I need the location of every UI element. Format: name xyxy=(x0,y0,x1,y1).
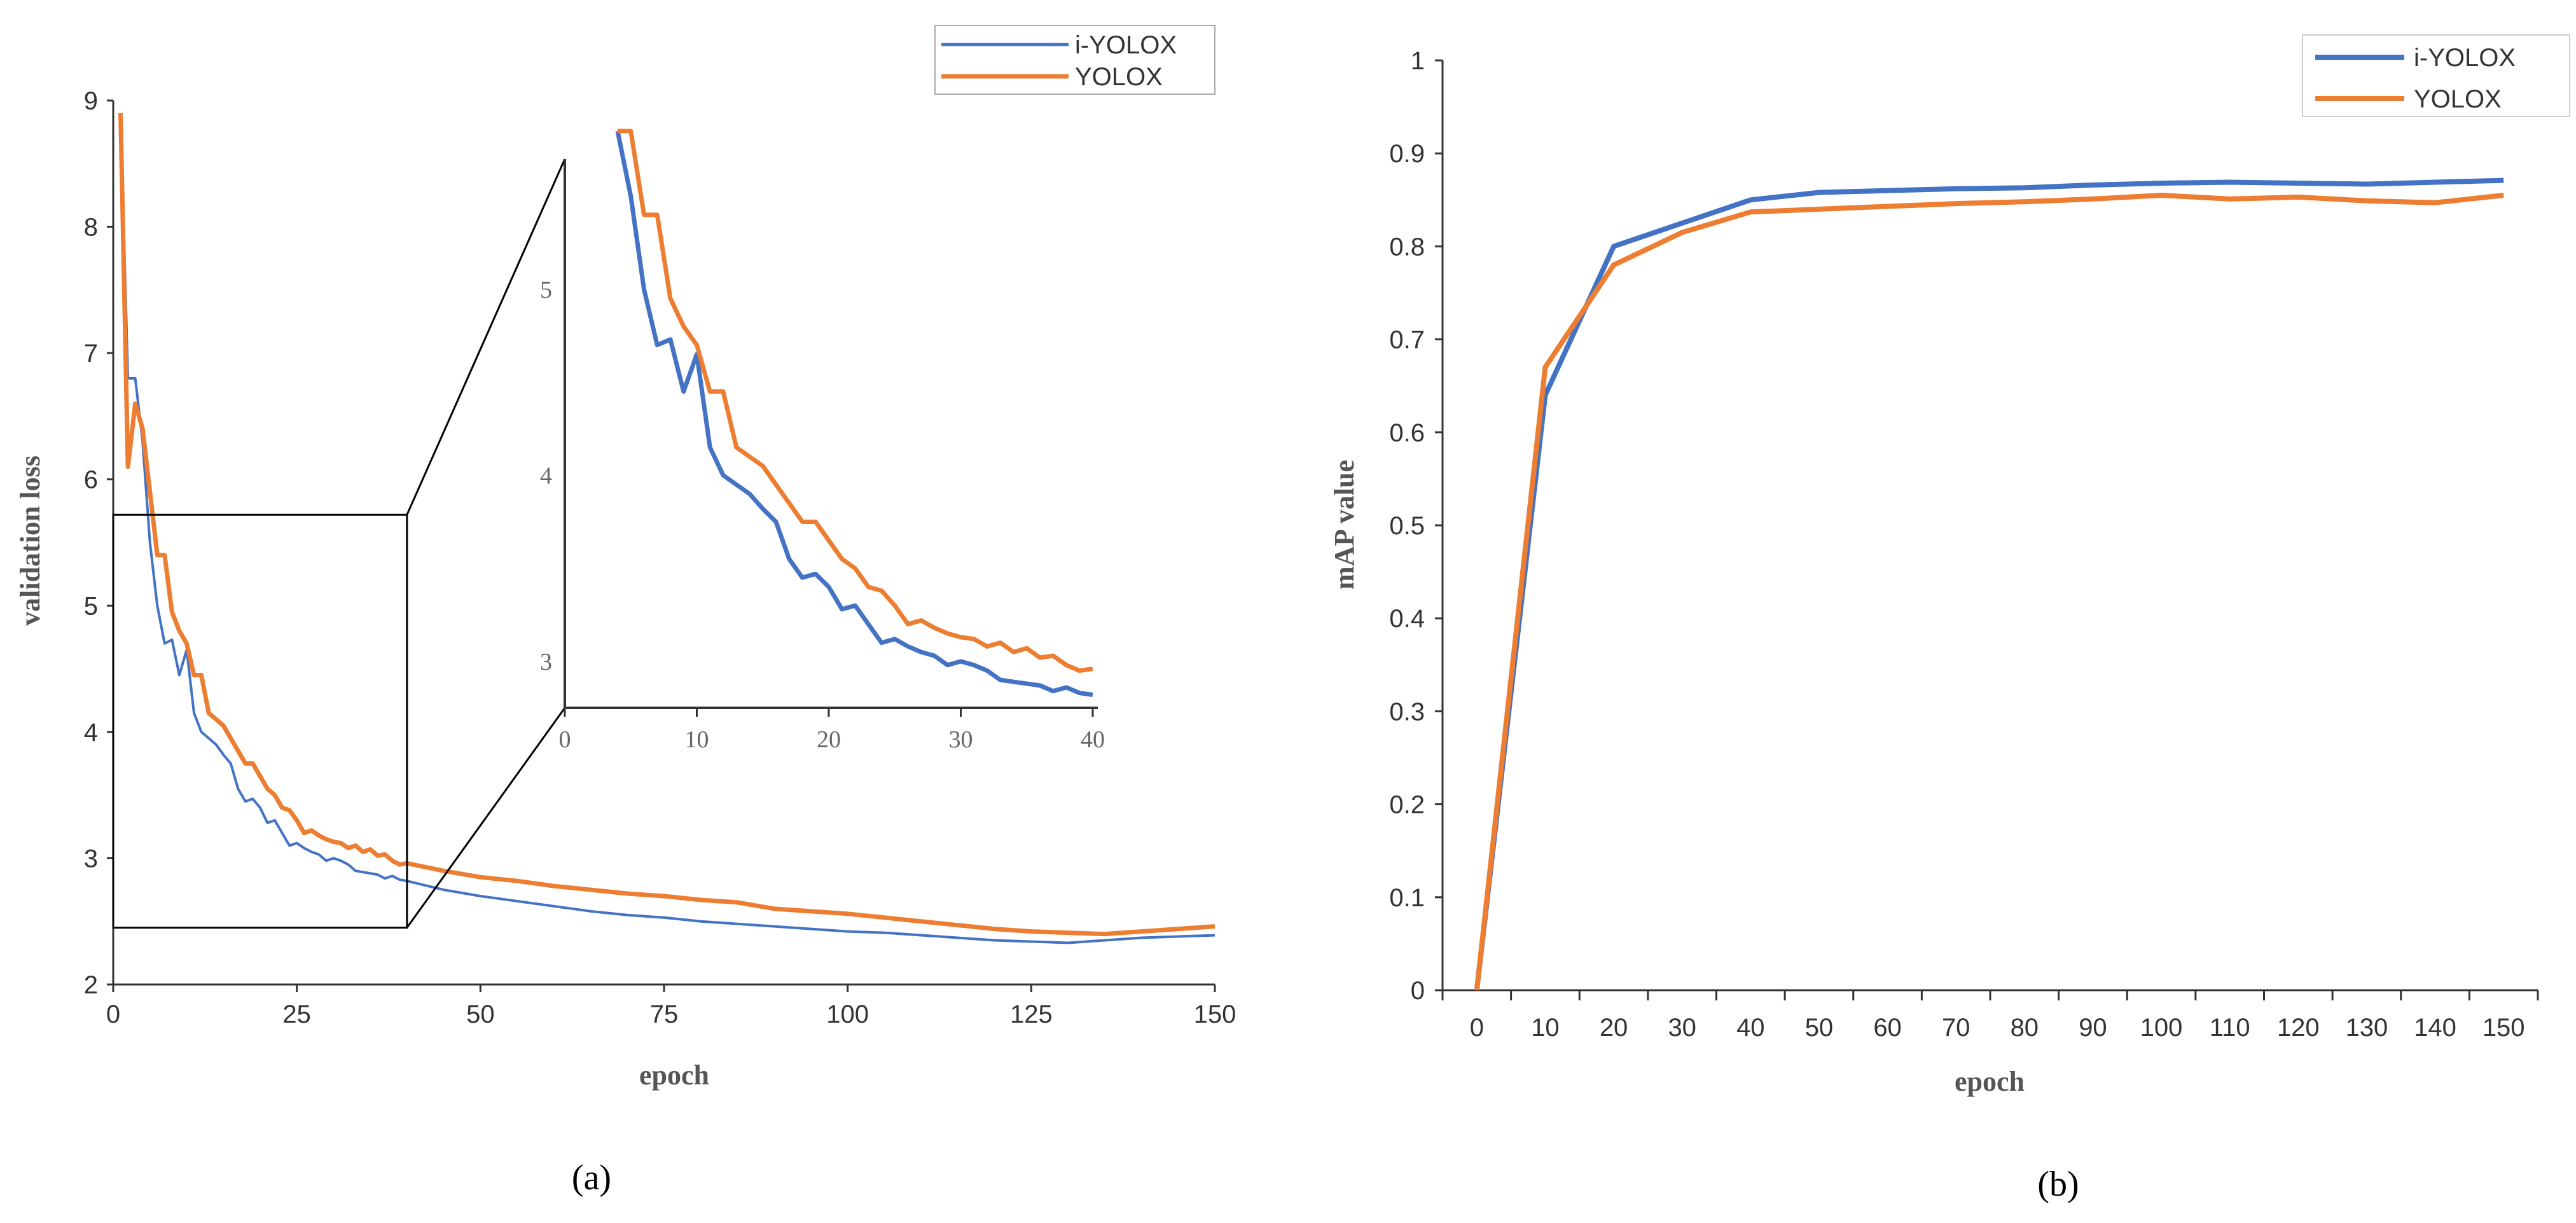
y-tick-label: 6 xyxy=(84,466,98,494)
x-tick-label: 10 xyxy=(1531,1014,1560,1042)
series-line-i-yolox xyxy=(119,113,1215,944)
y-tick-label: 0.6 xyxy=(1389,419,1425,447)
x-tick-label: 0 xyxy=(1470,1014,1484,1042)
x-tick-label: 30 xyxy=(1668,1014,1696,1042)
inset-x-tick-label: 30 xyxy=(949,726,973,753)
panel-b-series-lines xyxy=(1474,177,2504,991)
zoom-region-box xyxy=(112,513,408,929)
legend-label-i-yolox: i-YOLOX xyxy=(2414,44,2516,72)
y-tick-label: 7 xyxy=(84,340,98,368)
x-tick-label: 80 xyxy=(2011,1014,2039,1042)
panel-b-axes: 00.10.20.30.40.50.60.70.80.910 10 20 30 40 50… xyxy=(1389,47,2539,1042)
panel-b-legend: i-YOLOX YOLOX xyxy=(2302,34,2570,117)
inset-y-tick-label: 4 xyxy=(540,462,552,489)
legend-box xyxy=(2302,34,2570,117)
inset-x-tick-label: 40 xyxy=(1081,726,1105,753)
y-tick-label: 0.1 xyxy=(1389,884,1425,912)
y-tick-label: 5 xyxy=(84,592,98,620)
y-tick-label: 0.9 xyxy=(1389,140,1425,168)
x-tick-label: 20 xyxy=(1600,1014,1628,1042)
inset-background xyxy=(566,159,1100,708)
x-tick-label: 125 xyxy=(1010,1000,1053,1028)
y-tick-label: 0.5 xyxy=(1389,512,1425,540)
legend-label-yolox: YOLOX xyxy=(1075,63,1163,91)
x-tick-label: 25 xyxy=(282,1000,311,1028)
y-tick-label: 0.3 xyxy=(1389,698,1425,726)
zoom-connector-top xyxy=(406,158,566,515)
y-tick-label: 3 xyxy=(84,845,98,873)
x-tick-label: 40 xyxy=(1736,1014,1765,1042)
inset-series-line-yolox xyxy=(618,128,1093,673)
x-tick-label: 150 xyxy=(2483,1014,2525,1042)
inset-x-tick-label: 10 xyxy=(685,726,709,753)
legend-label-i-yolox: i-YOLOX xyxy=(1075,31,1177,59)
inset-y-tick-label: 3 xyxy=(540,649,552,675)
y-tick-label: 0.4 xyxy=(1389,605,1425,633)
x-tick-label: 90 xyxy=(2079,1014,2107,1042)
y-tick-label: 0.7 xyxy=(1389,326,1425,354)
legend-box xyxy=(934,25,1215,95)
panel-a-inset-chart: 3 4 5 0 10 20 30 40 xyxy=(540,128,1105,753)
inset-x-tick-label: 20 xyxy=(817,726,841,753)
y-tick-label: 4 xyxy=(84,719,98,747)
y-tick-label: 1 xyxy=(1411,47,1425,75)
panel-a-series-lines xyxy=(118,113,1215,944)
x-tick-label: 120 xyxy=(2277,1014,2320,1042)
y-tick-label: 9 xyxy=(84,87,98,115)
x-tick-label: 60 xyxy=(1873,1014,1902,1042)
y-tick-label: 0.8 xyxy=(1389,233,1425,261)
x-tick-label: 130 xyxy=(2346,1014,2388,1042)
panel-b-map-chart: 00.10.20.30.40.50.60.70.80.910 10 20 30 40 50… xyxy=(1329,34,2570,1204)
inset-x-tick-label: 0 xyxy=(559,726,571,753)
inset-y-tick-label: 5 xyxy=(540,277,552,303)
x-tick-label: 50 xyxy=(1805,1014,1834,1042)
x-axis-title: epoch xyxy=(639,1060,709,1091)
caption-b: (b) xyxy=(2037,1164,2079,1204)
panel-a-zoom-box xyxy=(112,158,566,929)
y-tick-label: 0 xyxy=(1411,977,1425,1005)
x-tick-label: 70 xyxy=(1942,1014,1970,1042)
x-tick-label: 140 xyxy=(2414,1014,2456,1042)
x-tick-label: 100 xyxy=(826,1000,869,1028)
panel-a-legend: i-YOLOX YOLOX xyxy=(934,25,1215,95)
y-tick-label: 2 xyxy=(84,971,98,999)
series-line-yolox xyxy=(118,113,1215,937)
series-line-i-yolox xyxy=(1474,177,2504,991)
legend-label-yolox: YOLOX xyxy=(2414,85,2502,113)
x-tick-label: 100 xyxy=(2140,1014,2183,1042)
x-tick-label: 150 xyxy=(1194,1000,1236,1028)
x-tick-label: 50 xyxy=(466,1000,495,1028)
caption-a: (a) xyxy=(572,1158,611,1198)
y-tick-label: 0.2 xyxy=(1389,791,1425,819)
series-line-yolox xyxy=(1474,192,2504,991)
zoom-connector-bottom xyxy=(406,707,566,929)
inset-axes: 3 4 5 0 10 20 30 40 xyxy=(540,159,1105,753)
y-tick-label: 8 xyxy=(84,214,98,242)
x-axis-title: epoch xyxy=(1955,1066,2025,1097)
x-tick-label: 0 xyxy=(106,1000,120,1028)
inset-series-line-i-yolox xyxy=(615,130,1093,697)
y-axis-title: validation loss xyxy=(15,455,46,626)
inset-series-lines xyxy=(615,128,1093,697)
x-tick-label: 110 xyxy=(2210,1014,2250,1042)
x-tick-label: 75 xyxy=(650,1000,679,1028)
y-axis-title: mAP value xyxy=(1329,460,1360,590)
